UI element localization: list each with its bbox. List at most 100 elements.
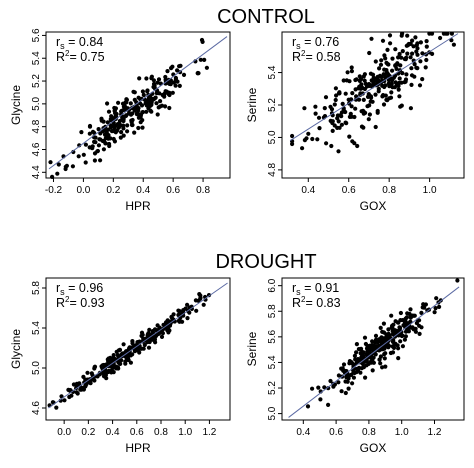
y-tick-label: 5.8 xyxy=(267,304,278,318)
data-point xyxy=(98,131,103,136)
data-point xyxy=(127,345,132,350)
data-point xyxy=(362,335,368,340)
y-tick-label: 4.6 xyxy=(31,401,42,415)
data-point xyxy=(316,115,322,120)
data-point xyxy=(377,66,382,71)
data-point xyxy=(432,310,437,315)
data-point xyxy=(354,342,359,347)
x-tick-label: 1.0 xyxy=(423,185,437,196)
data-point xyxy=(405,51,410,56)
data-point xyxy=(381,102,387,107)
data-point xyxy=(121,116,126,121)
data-point xyxy=(419,310,424,315)
data-point xyxy=(399,33,404,38)
x-tick-label: 0.4 xyxy=(301,185,315,196)
data-point xyxy=(403,316,408,321)
data-point xyxy=(304,136,309,141)
data-point xyxy=(54,405,59,410)
data-point xyxy=(336,119,341,124)
data-point xyxy=(420,77,425,82)
x-tick-label: 0.4 xyxy=(136,185,150,196)
drought-glycine-hpr-panel: 0.0 0.2 0.4 0.6 0.8 1.0 1.2 4.6 5.0 5.4 5.8 HPR Glyc… xyxy=(9,277,231,455)
data-point xyxy=(145,340,150,345)
data-point xyxy=(130,339,135,344)
data-point xyxy=(386,62,391,67)
y-tick-label: 5.0 xyxy=(267,406,278,420)
data-point xyxy=(380,347,385,352)
plot-frame xyxy=(281,277,465,421)
data-point xyxy=(198,295,203,300)
data-point xyxy=(48,160,53,165)
data-point xyxy=(378,325,383,330)
data-point xyxy=(145,89,150,94)
y-tick-label: 5.4 xyxy=(267,355,278,369)
data-point xyxy=(129,122,135,128)
data-point xyxy=(343,379,348,384)
r-squared-label: R2= 0.75 xyxy=(56,49,105,64)
data-point xyxy=(335,113,340,118)
data-point xyxy=(123,359,128,364)
data-point xyxy=(362,78,367,83)
data-point xyxy=(393,47,398,52)
y-tick-label: 5.4 xyxy=(267,65,278,79)
data-point xyxy=(393,341,398,346)
x-tick-label: 1.2 xyxy=(202,427,216,438)
data-point xyxy=(390,68,395,73)
data-point xyxy=(145,332,150,337)
data-point xyxy=(346,386,351,391)
data-point xyxy=(165,69,170,74)
data-point xyxy=(367,50,372,56)
x-tick-label: 0.2 xyxy=(106,185,120,196)
x-tick-label: 0.0 xyxy=(76,185,90,196)
data-point xyxy=(377,357,382,362)
data-point xyxy=(106,109,112,114)
data-point xyxy=(386,78,391,83)
data-point xyxy=(391,322,396,327)
data-point xyxy=(55,171,60,176)
y-tick-label: 5.4 xyxy=(31,321,42,335)
data-point xyxy=(318,397,323,402)
data-point xyxy=(128,360,133,365)
data-point xyxy=(388,41,393,46)
data-point xyxy=(198,57,203,62)
y-tick-label: 5.0 xyxy=(267,130,278,144)
data-point xyxy=(87,131,92,136)
data-point xyxy=(108,136,113,141)
data-point xyxy=(300,146,305,151)
data-point xyxy=(386,327,391,332)
data-point xyxy=(390,329,395,334)
data-point xyxy=(427,31,432,36)
data-point xyxy=(79,130,84,135)
data-point xyxy=(391,345,397,350)
x-tick-label: 0.6 xyxy=(166,185,180,196)
data-point xyxy=(119,130,124,135)
data-point xyxy=(370,72,376,77)
data-point xyxy=(433,306,438,311)
data-point xyxy=(373,59,378,64)
data-point xyxy=(159,334,165,339)
data-point xyxy=(353,106,358,111)
data-point xyxy=(361,97,366,102)
data-point xyxy=(380,329,385,334)
data-point xyxy=(152,83,157,88)
data-point xyxy=(158,104,163,109)
data-point xyxy=(92,158,97,163)
data-point xyxy=(375,340,380,345)
data-point xyxy=(365,104,370,109)
data-point xyxy=(341,78,346,83)
data-point xyxy=(403,57,408,62)
data-point xyxy=(383,83,388,88)
data-point xyxy=(413,35,418,40)
data-point xyxy=(63,166,68,172)
data-point xyxy=(361,125,366,130)
data-point xyxy=(405,33,410,38)
data-point xyxy=(77,381,82,386)
x-tick-label: 0.6 xyxy=(130,427,144,438)
data-point xyxy=(369,360,374,365)
data-point xyxy=(349,65,354,70)
data-point xyxy=(362,86,367,92)
data-point xyxy=(310,386,315,391)
y-tick-label: 5.4 xyxy=(31,51,42,65)
data-point xyxy=(390,350,396,355)
data-point xyxy=(383,351,388,356)
